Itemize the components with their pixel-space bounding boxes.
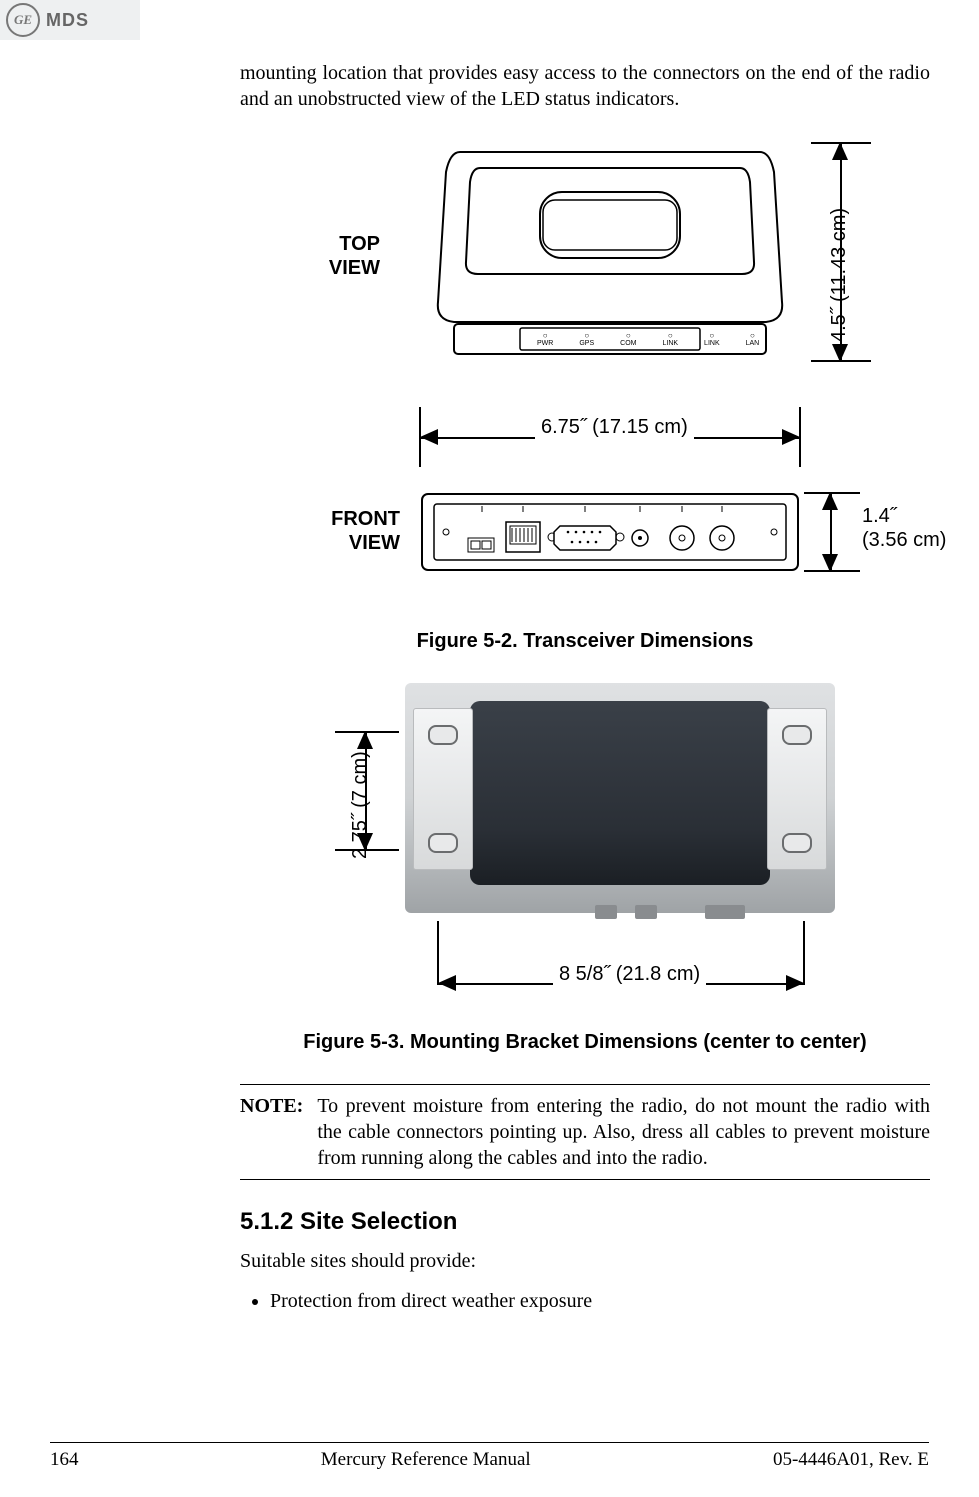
mds-wordmark: MDS — [46, 10, 89, 31]
width-dimension: 6.75˝ (17.15 cm) — [535, 416, 694, 439]
arrow-left-icon — [438, 975, 456, 991]
front-view-label: FRONT VIEW — [270, 507, 400, 555]
radio-body — [470, 701, 770, 885]
ge-monogram-icon: GE — [6, 3, 40, 37]
bracket-hole — [428, 833, 458, 853]
bullet-list: Protection from direct weather exposure — [270, 1288, 930, 1314]
top-view-label-2: VIEW — [329, 257, 380, 279]
doc-title: Mercury Reference Manual — [321, 1449, 531, 1471]
led-label-3: LINK — [662, 340, 678, 347]
bracket-hole — [782, 725, 812, 745]
bracket-width-dimension: 8 5/8˝ (21.8 cm) — [553, 963, 706, 986]
intro-paragraph: mounting location that provides easy acc… — [240, 60, 930, 112]
arrow-up-icon — [832, 142, 848, 160]
front-view-label-1: FRONT — [331, 508, 400, 530]
led-label-0: PWR — [537, 340, 553, 347]
doc-revision: 05-4446A01, Rev. E — [773, 1449, 929, 1471]
depth-dimension: 1.4˝ (3.56 cm) — [862, 504, 946, 552]
note-body: To prevent moisture from entering the ra… — [317, 1093, 930, 1171]
top-view-label: TOP VIEW — [270, 232, 380, 280]
arrow-up-icon — [822, 492, 838, 510]
led-label-2: COM — [620, 340, 636, 347]
brand-logo: GE MDS — [0, 0, 140, 40]
led-label-1: GPS — [579, 340, 594, 347]
page-footer: 164 Mercury Reference Manual 05-4446A01,… — [50, 1442, 929, 1471]
note-block: NOTE: To prevent moisture from entering … — [240, 1093, 930, 1171]
figure-5-3: 2.75˝ (7 cm) 8 5/8˝ (21.8 cm) — [305, 683, 865, 1023]
list-item: Protection from direct weather exposure — [270, 1288, 930, 1314]
device-front-view — [420, 492, 800, 572]
depth-dimension-2: (3.56 cm) — [862, 529, 946, 551]
section-heading: 5.1.2 Site Selection — [240, 1208, 930, 1236]
page-number: 164 — [50, 1449, 79, 1471]
page-content: mounting location that provides easy acc… — [240, 0, 930, 1314]
port-icon — [595, 905, 617, 919]
led-indicator-row: ○PWR ○GPS ○COM ○LINK ○LINK ○LAN — [537, 331, 759, 347]
port-icon — [705, 905, 745, 919]
led-label-4: LINK — [704, 340, 720, 347]
port-icon — [635, 905, 657, 919]
ge-monogram-text: GE — [14, 12, 32, 28]
arrow-up-icon — [357, 731, 373, 749]
led-label-5: LAN — [746, 340, 760, 347]
bracket-height-dimension: 2.75˝ (7 cm) — [349, 751, 372, 859]
front-view-label-2: VIEW — [349, 532, 400, 554]
figure-5-2-caption: Figure 5-2. Transceiver Dimensions — [240, 630, 930, 653]
figure-5-2: TOP VIEW ○PWR ○GPS ○COM ○LINK — [280, 142, 900, 612]
bracket-hole — [428, 725, 458, 745]
bracket-left — [413, 708, 473, 870]
arrow-right-icon — [786, 975, 804, 991]
divider — [240, 1179, 930, 1180]
bracket-hole — [782, 833, 812, 853]
height-dimension: 4.5˝ (11.43 cm) — [828, 208, 851, 342]
arrow-down-icon — [832, 344, 848, 362]
bracket-right — [767, 708, 827, 870]
device-top-view: ○PWR ○GPS ○COM ○LINK ○LINK ○LAN — [420, 142, 800, 362]
depth-dimension-1: 1.4˝ — [862, 505, 896, 527]
section-lead: Suitable sites should provide: — [240, 1248, 930, 1274]
arrow-down-icon — [822, 554, 838, 572]
mounting-bracket-photo — [405, 683, 835, 913]
arrow-left-icon — [420, 429, 438, 445]
arrow-right-icon — [782, 429, 800, 445]
top-view-label-1: TOP — [339, 233, 380, 255]
figure-5-3-caption: Figure 5-3. Mounting Bracket Dimensions … — [240, 1031, 930, 1054]
divider — [240, 1084, 930, 1085]
note-label: NOTE: — [240, 1093, 303, 1171]
